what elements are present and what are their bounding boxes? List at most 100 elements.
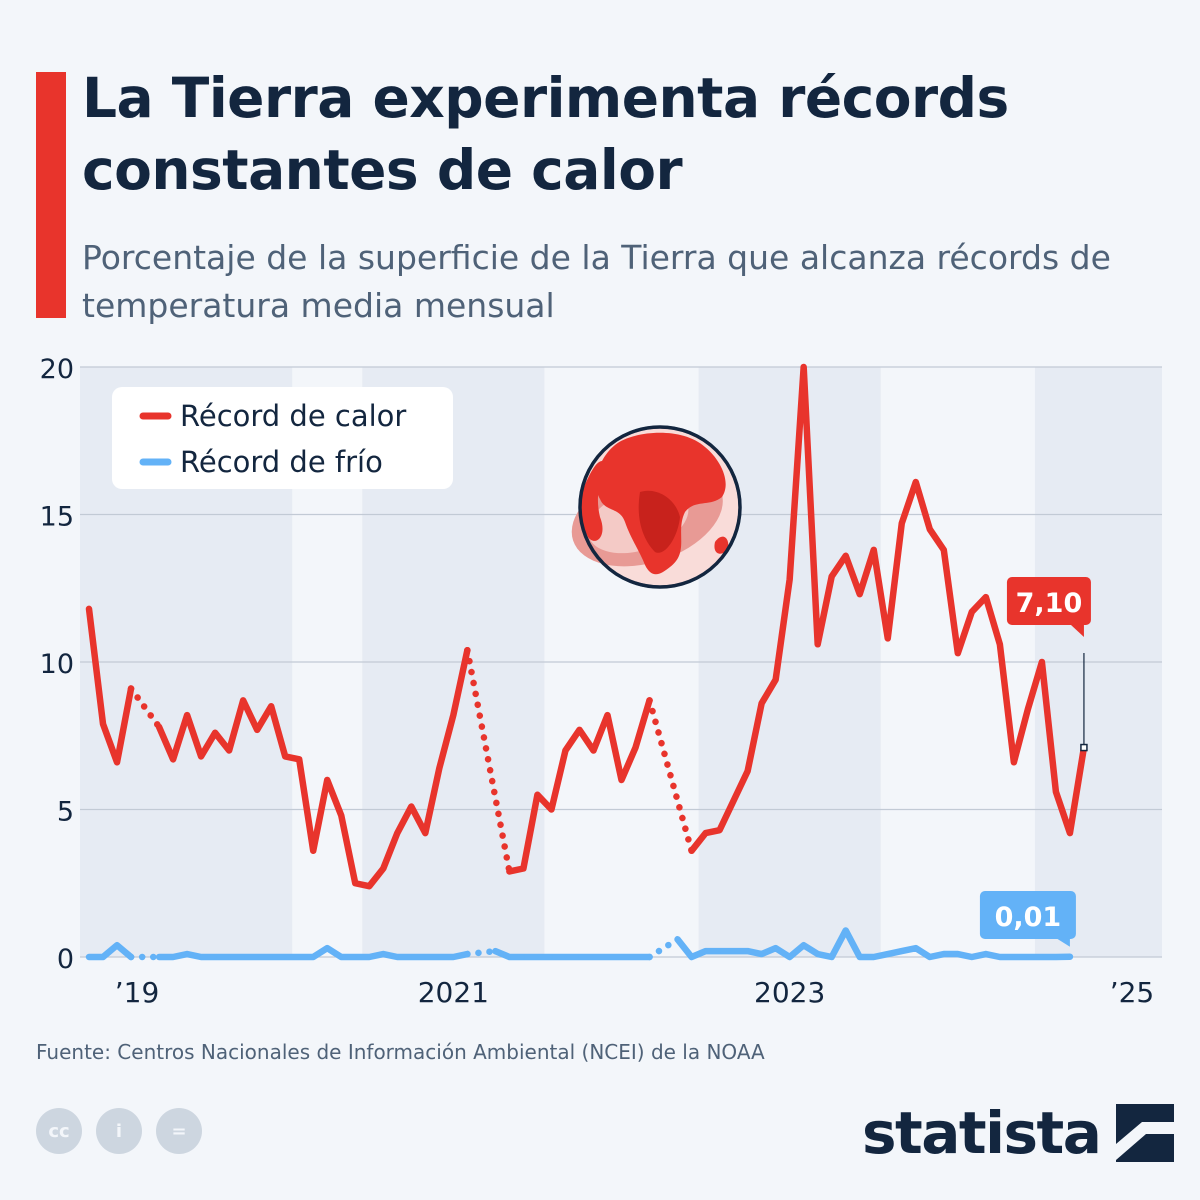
legend-entry: Récord de frío xyxy=(180,445,383,479)
data-point xyxy=(605,713,609,717)
data-point xyxy=(339,813,343,817)
data-point xyxy=(676,937,680,941)
data-point xyxy=(591,955,595,959)
data-point xyxy=(185,952,189,956)
data-point xyxy=(129,687,133,691)
data-point xyxy=(199,955,203,959)
data-point xyxy=(858,592,862,596)
data-point xyxy=(605,955,609,959)
line-chart: 0 5 10 15 20 ’19 2021 2023 ’25 7,10 0,01 Récord … xyxy=(40,354,1162,1009)
data-point xyxy=(634,955,638,959)
data-point xyxy=(998,955,1002,959)
data-point xyxy=(970,610,974,614)
data-point xyxy=(942,952,946,956)
data-point xyxy=(381,867,385,870)
data-point xyxy=(760,701,764,705)
y-tick-label: 5 xyxy=(57,797,74,828)
data-point xyxy=(732,949,736,953)
data-point xyxy=(353,881,357,885)
data-point xyxy=(942,548,946,552)
data-point xyxy=(367,884,371,888)
data-point xyxy=(1012,955,1016,959)
cold-value-label: 0,01 xyxy=(995,902,1062,933)
data-point xyxy=(844,554,848,558)
y-tick-label: 10 xyxy=(40,649,74,680)
data-point xyxy=(465,648,469,652)
data-point xyxy=(101,722,105,726)
data-point xyxy=(213,955,217,959)
data-point xyxy=(297,757,301,761)
data-point xyxy=(339,955,343,959)
source-note: Fuente: Centros Nacionales de Informació… xyxy=(36,1040,765,1064)
data-point xyxy=(788,577,792,581)
data-point xyxy=(956,952,960,956)
cc-icon[interactable]: cc xyxy=(36,1108,82,1154)
data-point xyxy=(129,955,133,959)
value-annotations: 7,10 0,01 xyxy=(979,577,1091,947)
data-point xyxy=(830,955,834,959)
no-derivatives-icon[interactable]: = xyxy=(156,1108,202,1154)
data-point xyxy=(269,955,273,959)
data-point xyxy=(437,955,441,959)
data-point xyxy=(746,769,750,773)
statista-mark-icon xyxy=(1116,1104,1175,1162)
heat-value-label: 7,10 xyxy=(1016,588,1083,619)
data-point xyxy=(395,831,399,835)
x-axis-labels: ’19 2021 2023 ’25 xyxy=(115,976,1154,1009)
data-point xyxy=(101,955,105,959)
data-point xyxy=(507,869,511,873)
y-axis-labels: 0 5 10 15 20 xyxy=(40,354,74,975)
data-point xyxy=(732,799,736,803)
data-point xyxy=(535,793,539,797)
data-point xyxy=(774,678,778,682)
data-point xyxy=(900,521,904,525)
data-point xyxy=(970,955,974,959)
data-point xyxy=(535,955,539,959)
attribution-icon[interactable]: i xyxy=(96,1108,142,1154)
data-point xyxy=(395,955,399,959)
data-point xyxy=(760,952,764,956)
x-tick-label: 2023 xyxy=(754,976,825,1009)
data-point xyxy=(353,955,357,959)
data-point xyxy=(956,651,960,655)
legend-entry: Récord de calor xyxy=(180,399,406,433)
series-line-segment xyxy=(492,947,653,961)
statista-logo[interactable]: statista xyxy=(862,1098,1175,1168)
data-point xyxy=(409,955,413,959)
data-point xyxy=(802,365,806,369)
data-point xyxy=(311,849,315,853)
y-tick-label: 15 xyxy=(40,502,74,533)
legend-box xyxy=(112,387,453,489)
data-point xyxy=(549,955,553,959)
data-point xyxy=(115,943,119,947)
data-point xyxy=(1040,955,1044,959)
data-point xyxy=(409,805,413,809)
series-gap-dotted xyxy=(646,697,695,855)
heat-badge-pointer xyxy=(1069,624,1084,637)
data-point xyxy=(816,642,820,646)
series-gap-dotted xyxy=(464,947,499,958)
series-points xyxy=(87,365,1086,959)
data-point xyxy=(241,955,245,959)
data-point xyxy=(1054,790,1058,794)
data-point xyxy=(227,955,231,959)
brand-name: statista xyxy=(862,1099,1102,1167)
data-point xyxy=(844,928,848,932)
data-point xyxy=(521,955,525,959)
data-point xyxy=(563,749,567,752)
data-point xyxy=(1026,707,1030,711)
data-point xyxy=(620,955,623,959)
license-icons: cc i = xyxy=(36,1108,202,1154)
data-point xyxy=(928,527,932,531)
data-point xyxy=(1012,760,1016,764)
data-point xyxy=(549,808,553,811)
data-point xyxy=(1040,660,1044,664)
earth-globe-icon xyxy=(571,425,742,589)
data-point xyxy=(886,636,890,640)
data-point xyxy=(563,955,567,959)
data-point xyxy=(900,949,904,953)
data-point xyxy=(87,607,91,611)
data-point xyxy=(367,955,371,959)
data-point xyxy=(914,480,918,484)
cold-value-badge xyxy=(979,891,1076,939)
